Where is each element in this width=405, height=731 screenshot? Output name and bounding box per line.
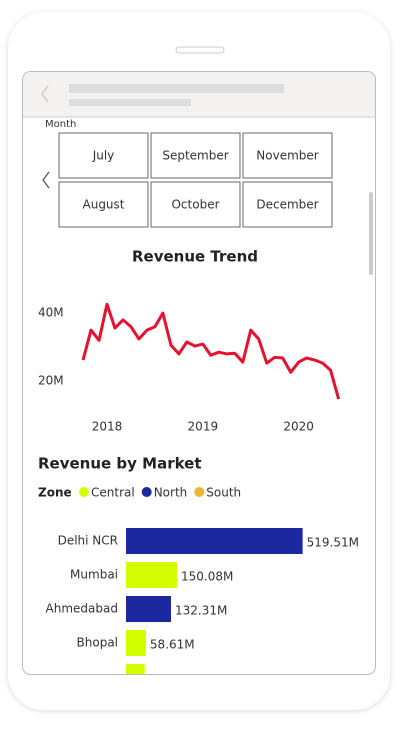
- legend-label: North: [154, 486, 188, 500]
- legend-swatch: [79, 487, 89, 497]
- slicer-item[interactable]: [58, 132, 149, 179]
- y-tick-label: Bhopal: [77, 636, 118, 650]
- slicer-item-label[interactable]: October: [171, 198, 219, 212]
- slicer-item-label[interactable]: July: [92, 149, 115, 163]
- chart-title: Revenue by Market: [38, 455, 202, 473]
- x-tick-label: 2019: [188, 420, 219, 434]
- title-placeholder: [69, 84, 284, 93]
- y-tick-label: Delhi NCR: [58, 534, 118, 548]
- bar: [126, 562, 178, 588]
- legend-label: South: [206, 486, 241, 500]
- data-label: 132.31M: [175, 604, 227, 618]
- bar: [126, 596, 171, 622]
- back-button[interactable]: [41, 85, 49, 103]
- y-tick-label: Mumbai: [70, 568, 118, 582]
- y-tick-label: Ahmedabad: [46, 602, 118, 616]
- slicer-item[interactable]: [58, 181, 149, 228]
- legend-swatch: [194, 487, 205, 497]
- slicer-prev[interactable]: [42, 171, 50, 189]
- subtitle-placeholder: [69, 99, 191, 106]
- slicer-item-label[interactable]: December: [256, 198, 318, 212]
- slicer-item-label[interactable]: August: [83, 198, 125, 212]
- speaker: [175, 46, 225, 54]
- x-tick-label: 2020: [283, 420, 314, 434]
- y-tick-label: 20M: [38, 374, 64, 388]
- slicer-title: Month: [45, 119, 76, 130]
- y-tick-label: 40M: [38, 306, 64, 320]
- slicer-item-label[interactable]: September: [162, 149, 228, 163]
- bar: [126, 664, 145, 674]
- slicer-item[interactable]: [150, 181, 241, 228]
- report-content: Month July September November August October…: [38, 119, 359, 674]
- bar: [126, 630, 146, 656]
- bar: [126, 528, 303, 554]
- line-series: [81, 302, 341, 400]
- data-label: 519.51M: [307, 536, 359, 550]
- chart-title: Revenue Trend: [132, 248, 258, 266]
- slicer-item[interactable]: [242, 181, 333, 228]
- data-label: 150.08M: [181, 570, 233, 584]
- scrollbar[interactable]: [369, 192, 373, 275]
- slicer-item-label[interactable]: November: [256, 149, 318, 163]
- data-label: 58.61M: [150, 638, 195, 652]
- legend-swatch: [141, 487, 152, 497]
- slicer-item[interactable]: [242, 132, 333, 179]
- header-bar: [23, 72, 375, 117]
- x-tick-label: 2018: [92, 420, 123, 434]
- legend-label: Central: [91, 486, 135, 500]
- slicer-item[interactable]: [150, 132, 241, 179]
- legend-title: Zone: [38, 486, 72, 500]
